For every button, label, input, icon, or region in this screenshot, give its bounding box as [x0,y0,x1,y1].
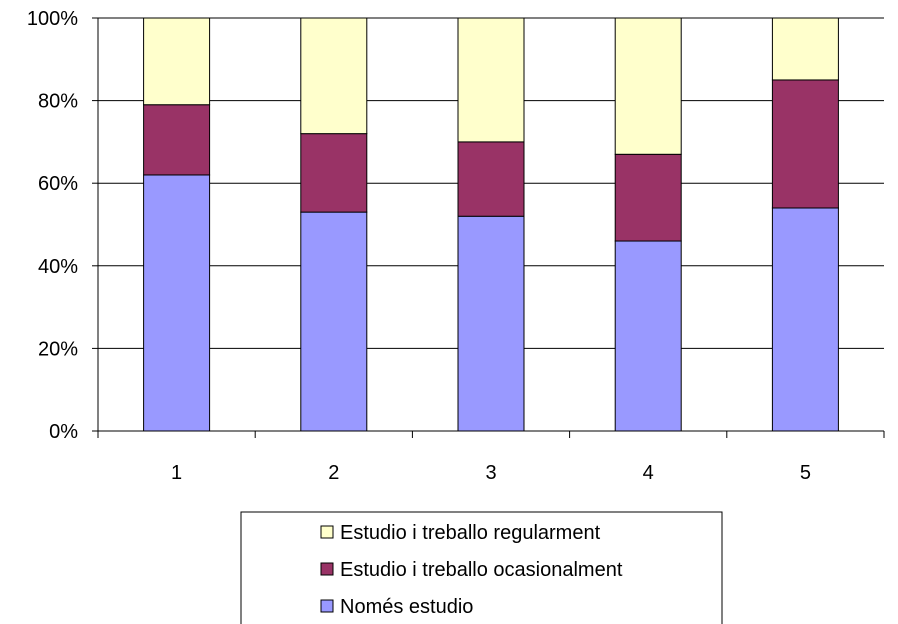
bar-segment [143,174,211,432]
bar-segment [771,207,839,432]
y-tick-label: 0% [49,421,78,443]
bar-segment [771,17,839,81]
y-tick-label: 40% [38,256,78,278]
bar-segment [143,17,211,106]
bar-segment [143,104,211,176]
y-tick-label: 60% [38,173,78,195]
x-tick-label: 5 [800,462,811,484]
bar-segment [457,17,525,143]
legend-swatch [320,562,334,576]
legend-swatch [320,599,334,613]
bar-segment [771,79,839,209]
y-tick-label: 80% [38,91,78,113]
y-tick-label: 100% [27,8,78,30]
bar-segment [300,17,368,135]
x-tick-label: 1 [171,462,182,484]
legend-label: Estudio i treballo regularment [340,522,601,544]
x-tick-label: 3 [485,462,496,484]
bars [143,17,839,432]
bar-segment [300,211,368,432]
legend-swatch [320,525,334,539]
x-tick-label: 4 [643,462,654,484]
bar-segment [614,153,682,242]
legend-label: Només estudio [340,596,473,618]
bar-segment [457,141,525,217]
bar-segment [300,133,368,213]
bar-segment [457,215,525,432]
axes: 0% 20% 40% 60% 80% 100% 1 2 3 4 5 [27,8,885,484]
y-tick-label: 20% [38,338,78,360]
bar-segment [614,17,682,155]
legend-label: Estudio i treballo ocasionalment [340,559,623,581]
x-tick-label: 2 [328,462,339,484]
bar-segment [614,240,682,432]
legend: Estudio i treballo regularment Estudio i … [240,511,723,624]
